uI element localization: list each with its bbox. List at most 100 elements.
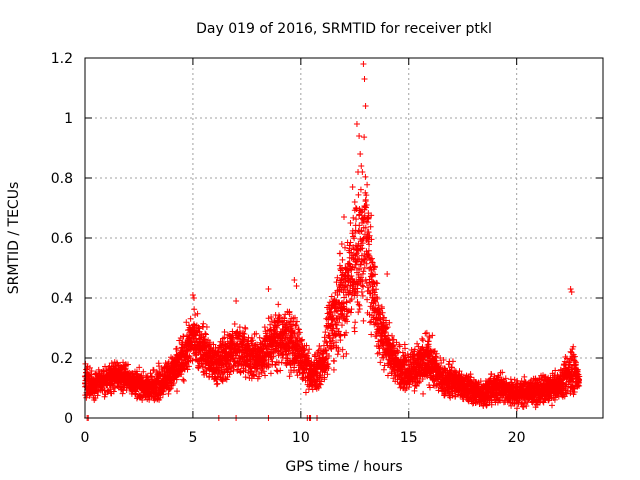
data-point xyxy=(357,186,364,193)
data-point xyxy=(267,370,274,377)
data-point xyxy=(286,373,293,380)
data-point xyxy=(420,390,427,397)
data-point xyxy=(359,169,366,175)
data-point xyxy=(364,181,371,188)
data-point xyxy=(351,199,358,205)
chart-title: Day 019 of 2016, SRMTID for receiver ptk… xyxy=(196,21,492,37)
data-point xyxy=(185,363,192,370)
data-point xyxy=(360,283,367,290)
data-point xyxy=(202,330,209,337)
data-point xyxy=(203,323,210,330)
data-point xyxy=(180,376,187,383)
x-tick-label: 5 xyxy=(188,430,197,446)
data-point xyxy=(119,390,126,397)
data-point xyxy=(360,61,367,67)
data-point xyxy=(350,214,357,221)
data-point xyxy=(367,223,374,230)
data-point xyxy=(353,216,360,223)
data-point xyxy=(357,151,364,157)
data-point xyxy=(83,366,90,373)
data-point xyxy=(265,286,272,292)
data-point xyxy=(331,358,338,365)
data-point xyxy=(94,392,101,399)
data-point xyxy=(242,374,249,381)
data-point xyxy=(353,121,360,127)
data-point xyxy=(362,173,369,180)
data-point xyxy=(334,351,341,358)
data-point xyxy=(189,292,196,298)
x-tick-label: 10 xyxy=(292,430,310,446)
data-point xyxy=(157,394,164,401)
data-point xyxy=(384,271,391,277)
data-point xyxy=(184,366,191,373)
x-tick-label: 15 xyxy=(400,430,418,446)
data-point xyxy=(210,341,217,348)
data-point xyxy=(229,337,236,344)
data-point xyxy=(226,361,233,368)
data-point xyxy=(200,369,207,376)
data-point xyxy=(302,389,309,396)
data-point xyxy=(212,345,219,352)
data-point xyxy=(213,381,220,388)
y-tick-label: 0.4 xyxy=(51,291,73,307)
data-point xyxy=(221,334,228,341)
data-point xyxy=(352,319,359,326)
data-point xyxy=(278,359,285,366)
data-point xyxy=(200,320,207,327)
data-point xyxy=(355,309,362,316)
data-point xyxy=(341,214,347,220)
data-point xyxy=(261,324,268,331)
data-point xyxy=(150,367,157,374)
data-point xyxy=(140,368,147,375)
data-point xyxy=(277,367,284,374)
y-tick-label: 1 xyxy=(64,111,73,127)
data-point xyxy=(188,339,195,346)
data-point xyxy=(231,321,238,328)
data-point xyxy=(227,368,234,375)
data-point xyxy=(330,366,337,373)
data-point xyxy=(349,184,356,190)
data-point xyxy=(195,325,202,332)
data-point xyxy=(242,325,249,332)
data-point xyxy=(567,286,574,292)
data-point xyxy=(253,330,260,337)
data-point xyxy=(362,103,369,109)
data-point xyxy=(419,337,426,344)
data-point xyxy=(414,340,421,347)
data-point xyxy=(159,391,166,398)
data-point xyxy=(274,368,281,375)
data-point xyxy=(202,331,209,338)
data-point xyxy=(170,380,177,387)
y-axis-label: SRMTID / TECUs xyxy=(6,182,22,295)
data-point xyxy=(422,330,429,337)
data-point xyxy=(178,371,185,378)
data-point xyxy=(174,388,181,395)
data-point xyxy=(262,372,269,379)
data-point xyxy=(341,332,348,339)
data-point xyxy=(373,286,380,293)
data-points xyxy=(81,61,583,421)
data-point xyxy=(356,133,363,139)
y-tick-label: 1.2 xyxy=(51,51,73,67)
data-point xyxy=(373,333,380,340)
data-point xyxy=(214,380,221,387)
data-point xyxy=(86,364,93,371)
data-point xyxy=(180,377,187,384)
data-point xyxy=(337,250,344,257)
data-point xyxy=(133,395,140,402)
data-point xyxy=(194,310,201,317)
data-point xyxy=(449,358,456,365)
data-point xyxy=(221,328,228,335)
data-point xyxy=(203,370,210,377)
data-point xyxy=(291,277,298,283)
x-tick-label: 0 xyxy=(81,430,90,446)
data-point xyxy=(362,196,369,203)
data-point xyxy=(101,393,108,400)
data-point xyxy=(361,76,368,82)
data-point xyxy=(293,283,300,289)
data-point xyxy=(355,191,362,198)
data-point xyxy=(100,368,107,375)
data-point xyxy=(236,324,243,331)
gridlines xyxy=(85,58,603,418)
data-point xyxy=(568,289,575,295)
